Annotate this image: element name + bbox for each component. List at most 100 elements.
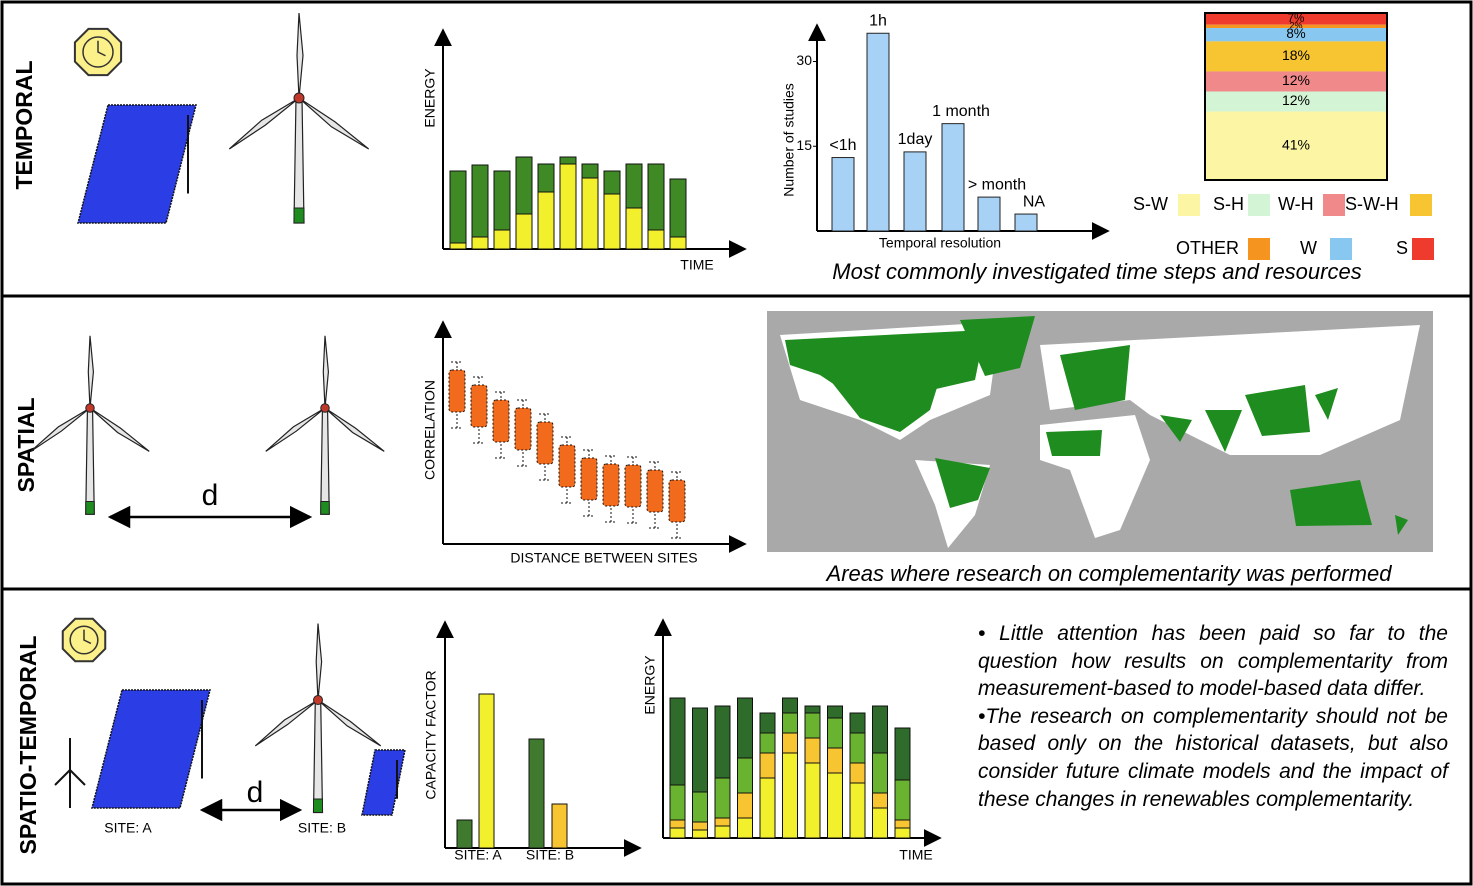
schematic-box (580, 457, 598, 501)
schematic-box (624, 464, 642, 508)
axis-label: TIME (899, 847, 932, 863)
treemap-cell (1205, 41, 1387, 72)
schematic-bar (669, 827, 686, 839)
bar (977, 196, 1001, 232)
distance-label: d (247, 776, 264, 809)
clock-face (69, 625, 99, 655)
schematic-bar (603, 193, 621, 250)
treemap-cell (1205, 24, 1387, 29)
schematic-bar (528, 738, 545, 849)
axis-label: ENERGY (642, 655, 658, 715)
caption: Most commonly investigated time steps an… (832, 259, 1361, 284)
schematic-bar (894, 827, 911, 839)
schematic-bar (456, 819, 473, 849)
turbine-tower (85, 407, 95, 515)
legend-swatch (1248, 194, 1270, 216)
turbine-blade (254, 699, 319, 747)
schematic-bar (849, 782, 866, 839)
treemap-label: 8% (1286, 26, 1305, 41)
bar (866, 32, 890, 232)
schematic-bar (551, 803, 568, 849)
legend-label: OTHER (1176, 238, 1239, 258)
treemap-label: 18% (1282, 47, 1310, 63)
turbine-tower (312, 699, 324, 814)
schematic-bar (782, 752, 798, 839)
schematic-bar (647, 229, 665, 250)
clock-face (82, 36, 114, 68)
schematic-box (448, 369, 466, 413)
axis-label: CORRELATION (422, 380, 438, 480)
schematic-bar (471, 236, 489, 250)
turbine-blade (324, 407, 385, 452)
treemap-cell (1205, 28, 1387, 42)
schematic-box (514, 407, 532, 451)
schematic-box (668, 479, 686, 523)
turbine-tower (293, 97, 305, 224)
row-label: SPATIO-TEMPORAL (15, 636, 41, 855)
turbine-tower (320, 407, 330, 515)
axis-label: CAPACITY FACTOR (423, 670, 439, 799)
site-label: SITE: A (104, 820, 152, 836)
legend-label: S-H (1213, 194, 1244, 214)
axis-label: Number of studies (781, 83, 797, 197)
schematic-bar (449, 242, 467, 250)
turbine-base (293, 207, 305, 224)
schematic-bar (714, 825, 731, 839)
turbine-base (320, 501, 330, 515)
schematic-bar (515, 213, 533, 250)
row-label: TEMPORAL (11, 60, 37, 189)
axis-label: DISTANCE BETWEEN SITES (510, 550, 697, 566)
legend-swatch (1248, 238, 1270, 260)
axis-label: Temporal resolution (879, 235, 1001, 251)
clock-hands (83, 629, 92, 645)
schematic-box (536, 421, 554, 465)
treemap-cell (1205, 13, 1387, 25)
legend-swatch (1410, 194, 1432, 216)
bar (1014, 213, 1038, 232)
bar-category-label: NA (1023, 193, 1046, 210)
schematic-bar (478, 693, 495, 849)
turbine-blade (296, 12, 304, 99)
bar-category-label: > month (968, 176, 1026, 193)
schematic-bar (493, 229, 511, 250)
turbine-blade (315, 623, 323, 701)
schematic-bar (625, 207, 643, 250)
schematic-box (646, 469, 664, 513)
clock-hands (97, 40, 106, 57)
schematic-bar (559, 163, 577, 250)
treemap-label: 2% (1289, 21, 1302, 31)
legend-label: S-W (1133, 194, 1168, 214)
schematic-bar (449, 170, 467, 250)
row-label: SPATIAL (13, 398, 39, 493)
schematic-box (602, 463, 620, 507)
legend-swatch (1323, 194, 1345, 216)
treemap-label: 41% (1282, 136, 1310, 152)
axis-label: ENERGY (422, 68, 438, 128)
bullet: •The research on complementarity should … (978, 704, 1448, 811)
turbine-blade (265, 407, 326, 452)
axis-label: TIME (680, 257, 713, 273)
caption: Areas where research on complementarity … (825, 561, 1393, 586)
turbine-blade (30, 407, 91, 452)
treemap-label: 12% (1282, 92, 1310, 108)
turbine-blade (87, 335, 95, 409)
solar-panel (91, 689, 211, 809)
legend-swatch (1178, 194, 1200, 216)
schematic-bar (759, 777, 776, 839)
treemap-border (1204, 12, 1388, 181)
solar-panel (361, 749, 406, 816)
turbine-base (313, 798, 323, 813)
schematic-bar (872, 807, 888, 839)
schematic-box (470, 384, 488, 428)
legend-label: S (1396, 238, 1408, 258)
treemap-label: 12% (1282, 72, 1310, 88)
bar-category-label: 1 month (932, 103, 990, 120)
schematic-bar (471, 164, 489, 250)
site-label: SITE: B (298, 820, 346, 836)
small-turbine (54, 738, 86, 808)
turbine-blade (228, 97, 300, 150)
y-tick-label: 15 (796, 137, 812, 153)
bullet-list: • Little attention has been paid so far … (978, 620, 1448, 813)
